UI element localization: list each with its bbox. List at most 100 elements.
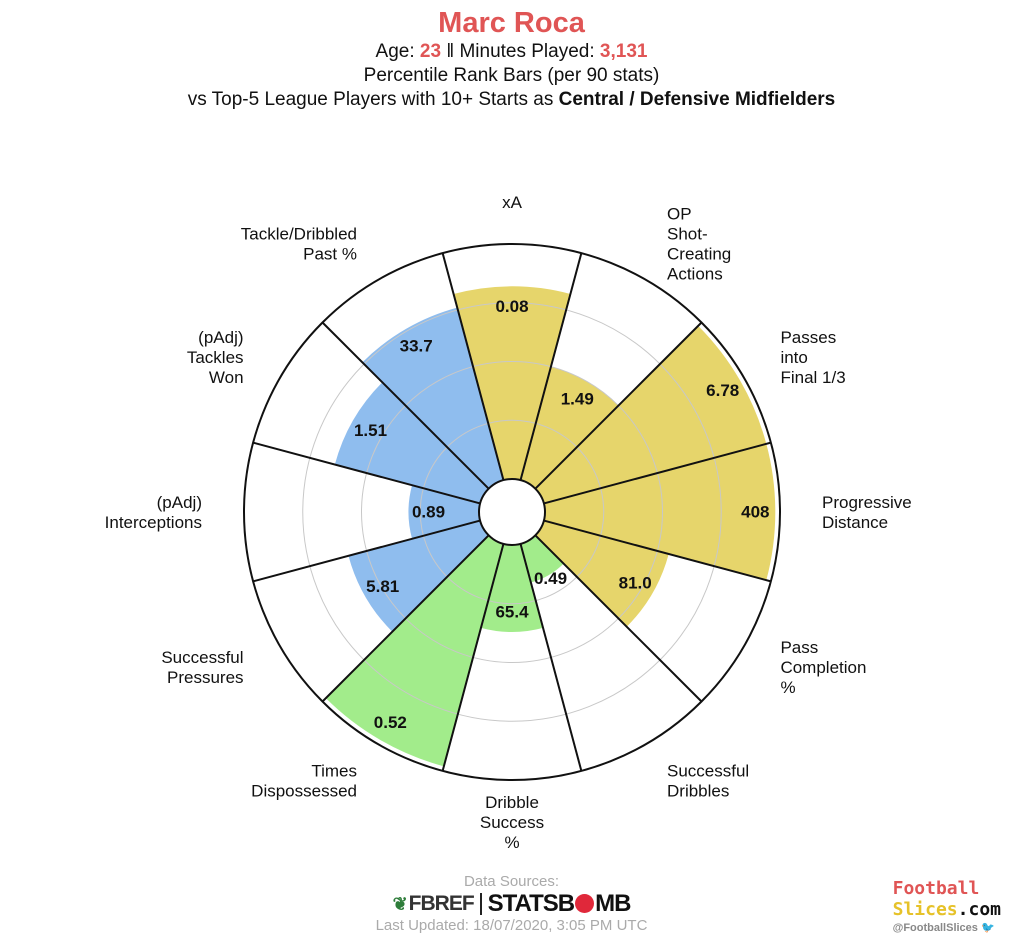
metric-label: Passes into Final 1/3 xyxy=(780,328,845,387)
minutes-label: Minutes Played: xyxy=(459,41,600,62)
brand-handle-text: @FootballSlices xyxy=(892,922,978,934)
value-label: 33.7 xyxy=(400,337,433,356)
metric-label-line: Dribbles xyxy=(667,781,729,800)
metric-label: Successful Pressures xyxy=(161,648,243,687)
grid-ring xyxy=(302,302,722,722)
value-label: 0.89 xyxy=(412,503,445,522)
bar-wedge xyxy=(408,485,481,539)
age-label: Age: xyxy=(375,41,420,62)
leaf-icon: ❦ xyxy=(392,894,408,914)
value-label: 1.51 xyxy=(354,421,387,440)
brand-line2-b: .com xyxy=(957,899,1001,920)
value-label: 0.08 xyxy=(495,297,528,316)
brand-line2: Slices.com xyxy=(893,899,1001,920)
metric-label: (pAdj) Interceptions xyxy=(105,493,202,532)
statsbomb-logo: STATSB MB xyxy=(488,890,632,918)
metric-label-line: Dispossessed xyxy=(251,781,357,800)
bar-wedge xyxy=(520,366,619,489)
center-hole xyxy=(478,478,546,546)
bar-wedge xyxy=(543,443,776,581)
spoke-line xyxy=(321,534,490,703)
metric-label-line: Past % xyxy=(303,244,357,263)
fbref-logo-text: FBREF xyxy=(408,892,475,915)
metric-label-line: Distance xyxy=(822,513,888,532)
fbref-logo: ❦FBREF xyxy=(392,892,475,916)
comparison-line: vs Top-5 League Players with 10+ Starts … xyxy=(0,88,1023,112)
spoke-line xyxy=(252,519,481,583)
metric-label-line: Successful xyxy=(161,648,243,667)
spoke-line xyxy=(519,252,583,481)
chart-subtitle: Percentile Rank Bars (per 90 stats) xyxy=(363,65,660,86)
value-label: 0.49 xyxy=(534,569,567,588)
chart-header: Marc Roca Age: 23 ‖ Minutes Played: 3,13… xyxy=(0,0,1023,112)
metric-label-line: Progressive xyxy=(822,493,912,512)
last-updated: Last Updated: 18/07/2020, 3:05 PM UTC xyxy=(375,917,648,934)
comparison-group: Central / Defensive Midfielders xyxy=(558,89,836,110)
metric-label-line: Tackles xyxy=(187,348,244,367)
metric-label-line: Pressures xyxy=(167,668,244,687)
bar-wedge xyxy=(348,520,489,632)
bar-wedge xyxy=(453,286,571,481)
metric-label-line: Times xyxy=(311,761,357,780)
metric-label: Successful Dribbles xyxy=(667,761,749,800)
metric-label-line: Won xyxy=(209,368,244,387)
player-name: Marc Roca xyxy=(438,7,585,39)
spoke-line xyxy=(534,534,703,703)
statsbomb-logo-text-b: MB xyxy=(595,890,631,917)
metric-label-line: % xyxy=(504,833,519,852)
metric-label-line: Creating xyxy=(667,244,731,263)
metric-label: Tackle/Dribbled Past % xyxy=(241,224,357,263)
brand-line1: Football xyxy=(892,878,980,899)
value-label: 408 xyxy=(741,503,769,522)
separator: ‖ xyxy=(441,41,460,62)
metric-label: xA xyxy=(502,193,523,212)
metric-label-line: (pAdj) xyxy=(198,328,243,347)
metric-label: OP Shot-Creating Actions xyxy=(667,204,731,283)
brand-line2-a: Slices xyxy=(892,899,958,920)
metric-label-line: % xyxy=(780,678,795,697)
metric-label-line: Dribble xyxy=(485,793,539,812)
spoke-line xyxy=(519,543,583,772)
spoke-line xyxy=(321,321,490,490)
bar-wedge xyxy=(535,520,669,627)
value-label: 5.81 xyxy=(366,577,399,596)
data-sources-label: Data Sources: xyxy=(463,873,560,890)
bar-wedge xyxy=(362,307,504,489)
brand-handle: @FootballSlices 🐦 xyxy=(893,920,1001,936)
spoke-line xyxy=(543,441,772,505)
logo-divider xyxy=(479,893,482,915)
metric-label-line: Tackle/Dribbled xyxy=(241,224,357,243)
metric-label-line: Passes xyxy=(780,328,836,347)
spoke-line xyxy=(252,441,481,505)
metric-label-line: xA xyxy=(502,193,523,212)
footballslices-brand: Football Slices.com @FootballSlices 🐦 xyxy=(893,878,1001,936)
grid-ring xyxy=(361,361,663,663)
metric-label-line: Shot- xyxy=(667,224,708,243)
metric-label: Progressive Distance xyxy=(822,493,912,532)
bar-wedge xyxy=(480,543,544,632)
value-label: 81.0 xyxy=(619,574,652,593)
bar-wedge xyxy=(334,382,489,504)
metric-label-line: Pass xyxy=(780,638,818,657)
metric-label: Pass Completion% xyxy=(780,638,866,697)
bar-wedge xyxy=(520,535,564,583)
value-label: 65.4 xyxy=(495,602,529,621)
footer: Data Sources: ❦FBREF STATSB MB Last Updat… xyxy=(0,873,1023,935)
metric-label: (pAdj) Tackles Won xyxy=(187,328,244,387)
minutes-value: 3,131 xyxy=(599,41,648,62)
metric-label-line: Completion xyxy=(780,658,866,677)
spoke-line xyxy=(543,519,772,583)
grid-ring xyxy=(419,419,605,605)
spoke-line xyxy=(441,252,505,481)
metric-label-line: Success xyxy=(480,813,544,832)
age-minutes-line: Age: 23 ‖ Minutes Played: 3,131 xyxy=(0,40,1023,64)
metric-label-line: (pAdj) xyxy=(157,493,202,512)
value-label: 0.52 xyxy=(374,713,407,732)
metric-label-line: into xyxy=(780,348,807,367)
spoke-line xyxy=(534,321,703,490)
metric-label: Dribble Success% xyxy=(480,793,544,852)
value-label: 6.78 xyxy=(706,381,739,400)
outer-ring xyxy=(243,243,781,781)
value-label: 1.49 xyxy=(561,389,594,408)
